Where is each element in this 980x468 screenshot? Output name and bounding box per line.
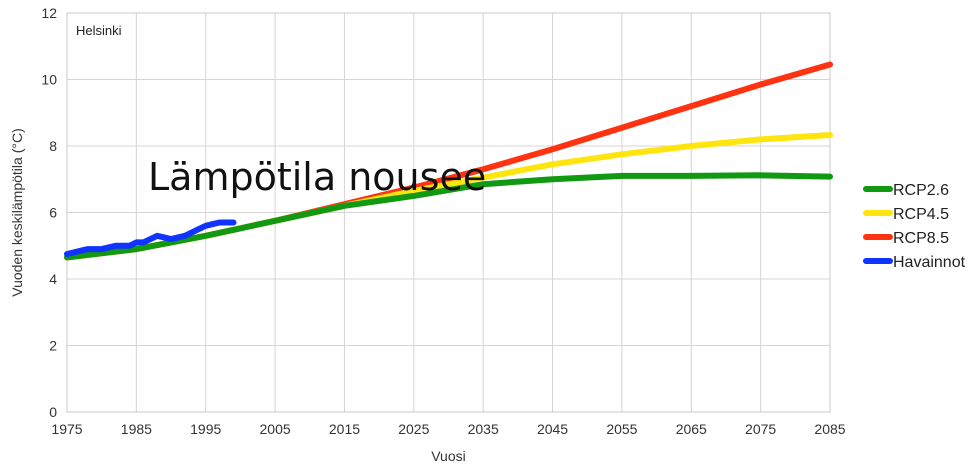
y-tick-label: 0 xyxy=(49,404,57,420)
axis-ticks: 0 2 4 6 8 10 12 1975 1985 1995 2005 2015 2025 2035 204… xyxy=(41,5,845,437)
y-tick-label: 4 xyxy=(49,271,57,287)
x-tick-label: 2005 xyxy=(260,421,291,437)
legend-label-havainnot: Havainnot xyxy=(893,254,966,271)
x-tick-label: 1995 xyxy=(190,421,221,437)
legend-label-rcp2-6: RCP2.6 xyxy=(893,182,949,199)
x-tick-label: 1975 xyxy=(51,421,82,437)
y-tick-label: 6 xyxy=(49,205,57,221)
overlay-headline: Lämpötila nousee xyxy=(148,155,486,199)
plot-area-frame xyxy=(66,12,831,413)
x-axis-title: Vuosi xyxy=(431,448,466,464)
x-tick-label: 2035 xyxy=(468,421,499,437)
legend-label-rcp4-5: RCP4.5 xyxy=(893,206,949,223)
series-lines xyxy=(64,61,833,261)
x-tick-label: 2045 xyxy=(537,421,568,437)
legend-label-rcp8-5: RCP8.5 xyxy=(893,230,949,247)
grid xyxy=(66,12,831,413)
legend: RCP2.6 RCP4.5 RCP8.5 Havainnot xyxy=(863,182,966,271)
y-axis-title: Vuoden keskilämpötila (°C) xyxy=(9,128,25,297)
x-tick-label: 1985 xyxy=(121,421,152,437)
y-tick-label: 8 xyxy=(49,138,57,154)
y-tick-label: 2 xyxy=(49,338,57,354)
x-tick-label: 2025 xyxy=(398,421,429,437)
x-tick-label: 2065 xyxy=(676,421,707,437)
x-tick-label: 2055 xyxy=(606,421,637,437)
series-line-rcp2-6 xyxy=(64,172,833,261)
y-tick-label: 12 xyxy=(41,5,57,21)
x-tick-label: 2085 xyxy=(814,421,845,437)
location-label: Helsinki xyxy=(76,23,122,38)
series-line-havainnot xyxy=(64,219,237,258)
x-tick-label: 2075 xyxy=(745,421,776,437)
y-tick-label: 10 xyxy=(41,72,57,88)
x-tick-label: 2015 xyxy=(329,421,360,437)
